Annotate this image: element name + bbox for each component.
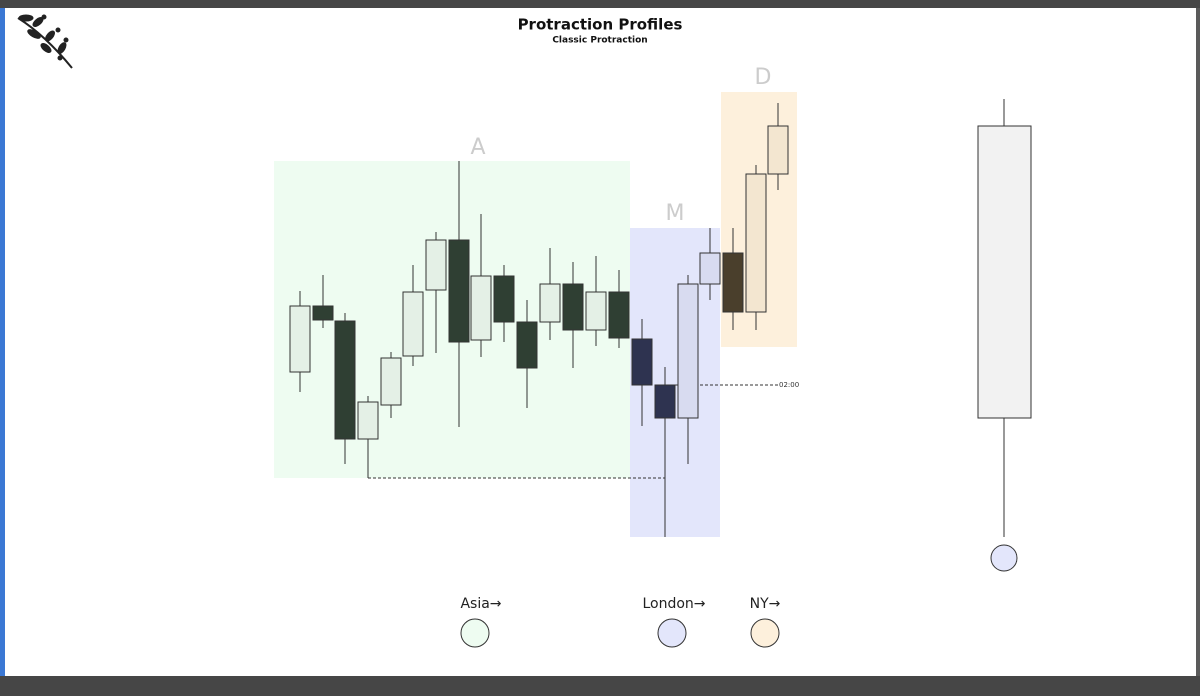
title: Protraction Profiles	[518, 16, 683, 34]
candle-body	[357, 401, 379, 440]
zone-label: M	[666, 201, 685, 226]
candle-body	[402, 291, 424, 357]
top-bar	[0, 0, 1200, 8]
candle-body	[745, 173, 767, 313]
candle-body	[608, 291, 630, 339]
candle-body	[493, 275, 515, 323]
candle-body	[380, 357, 402, 406]
candle-body	[312, 305, 334, 321]
legend-swatch	[460, 618, 490, 648]
candle-body	[562, 283, 584, 331]
candles	[289, 103, 789, 537]
zone-label: D	[755, 65, 772, 90]
candle-body	[289, 305, 311, 373]
candle-body	[539, 283, 561, 323]
candle-body	[722, 252, 744, 313]
big-circle	[990, 544, 1018, 572]
subtitle: Classic Protraction	[552, 36, 647, 46]
candle-body	[470, 275, 492, 341]
candle-body	[767, 125, 789, 175]
zone-label: A	[470, 135, 485, 160]
legend-label: NY→	[750, 596, 781, 612]
right-edge	[1196, 8, 1200, 676]
candle-body	[425, 239, 447, 291]
left-edge	[0, 8, 5, 676]
bottom-bar	[0, 676, 1200, 696]
time-label: 02:00	[779, 381, 799, 389]
legend-swatch	[750, 618, 780, 648]
logo	[17, 14, 73, 69]
candle-body	[654, 384, 676, 419]
candle-body	[448, 239, 470, 343]
legend-label: Asia→	[460, 596, 501, 612]
candle-body	[631, 338, 653, 386]
candle-body	[677, 283, 699, 419]
legend-swatch	[657, 618, 687, 648]
candle-body	[699, 252, 721, 285]
legend-label: London→	[642, 596, 705, 612]
big-candle	[977, 125, 1032, 419]
candle-body	[334, 320, 356, 440]
candle-body	[516, 321, 538, 369]
candle-body	[585, 291, 607, 331]
